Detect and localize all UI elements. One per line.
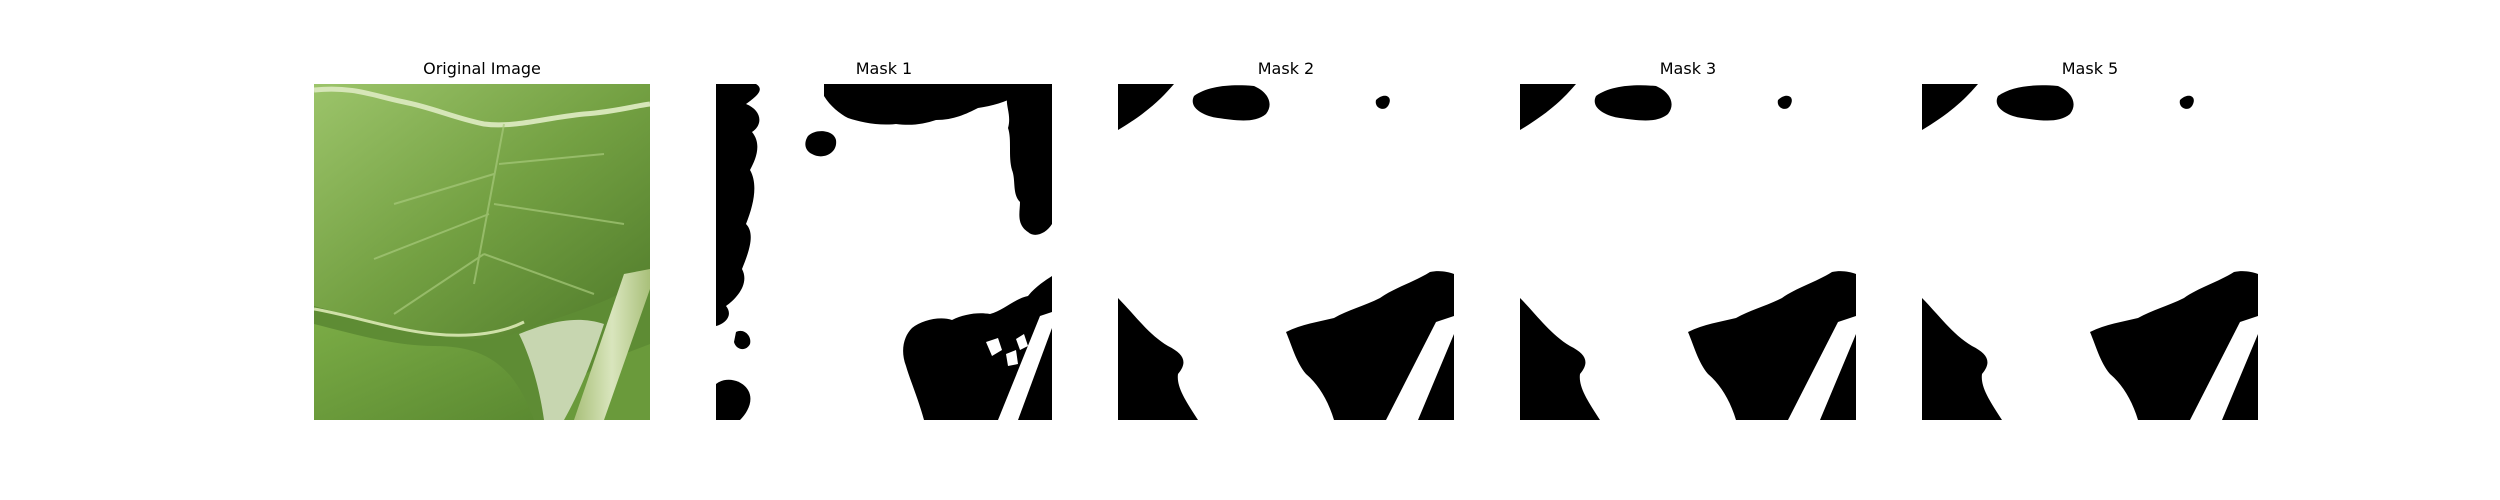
mask-5-image: [1922, 84, 2258, 420]
panel-title: Mask 5: [2061, 59, 2119, 78]
mask-1-image: [716, 84, 1052, 420]
panel-title: Original Image: [423, 59, 541, 78]
panel-mask-1: Mask 1: [716, 56, 1052, 420]
mask-3-image: [1520, 84, 1856, 420]
panel-title: Mask 1: [855, 59, 913, 78]
panel-mask-3: Mask 3: [1520, 56, 1856, 420]
panel-mask-5: Mask 5: [1922, 56, 2258, 420]
original-image: [314, 84, 650, 420]
panel-original-image: Original Image: [314, 56, 650, 420]
panel-title: Mask 2: [1257, 59, 1315, 78]
panel-title: Mask 3: [1659, 59, 1717, 78]
mask-2-image: [1118, 84, 1454, 420]
panel-mask-2: Mask 2: [1118, 56, 1454, 420]
